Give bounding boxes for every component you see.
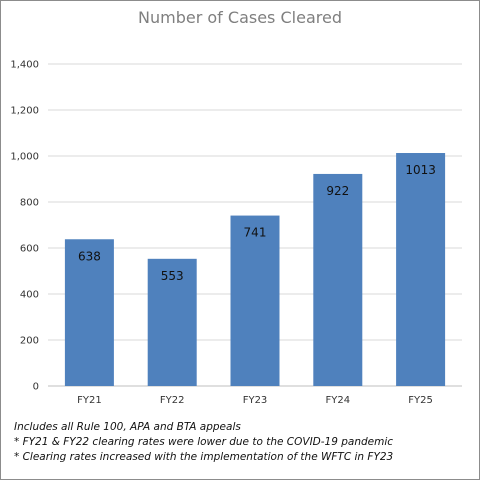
data-label: 922: [326, 184, 349, 198]
data-labels: 638 553 741 922 1013: [78, 163, 436, 283]
note-line: * FY21 & FY22 clearing rates were lower …: [14, 436, 394, 448]
bar: [313, 173, 363, 386]
y-tick-label: 0: [33, 382, 39, 393]
note-line: Includes all Rule 100, APA and BTA appea…: [14, 421, 241, 433]
data-label: 638: [78, 249, 101, 263]
y-tick-label: 1,000: [10, 152, 39, 163]
y-tick-labels: 0 200 400 600 800 1,000 1,200 1,400: [10, 60, 39, 393]
x-tick-label: FY21: [77, 395, 102, 406]
x-tick-label: FY22: [160, 395, 185, 406]
y-tick-label: 800: [20, 198, 39, 209]
y-tick-label: 1,400: [10, 60, 39, 71]
x-tick-label: FY25: [408, 395, 433, 406]
x-tick-label: FY24: [326, 395, 351, 406]
data-label: 1013: [405, 163, 436, 177]
y-tick-label: 200: [20, 336, 39, 347]
y-tick-label: 400: [20, 290, 39, 301]
bars: [64, 153, 446, 386]
x-tick-label: FY23: [243, 395, 268, 406]
note-line: * Clearing rates increased with the impl…: [14, 451, 394, 463]
x-tick-labels: FY21 FY22 FY23 FY24 FY25: [77, 395, 433, 406]
data-label: 553: [161, 269, 184, 283]
bar: [230, 215, 280, 386]
bar: [147, 258, 197, 386]
data-label: 741: [244, 226, 267, 240]
bar: [64, 239, 114, 386]
chart-title: Number of Cases Cleared: [138, 8, 342, 27]
chart-notes: Includes all Rule 100, APA and BTA appea…: [14, 420, 474, 465]
bar: [396, 153, 446, 386]
y-tick-label: 1,200: [10, 106, 39, 117]
y-tick-label: 600: [20, 244, 39, 255]
